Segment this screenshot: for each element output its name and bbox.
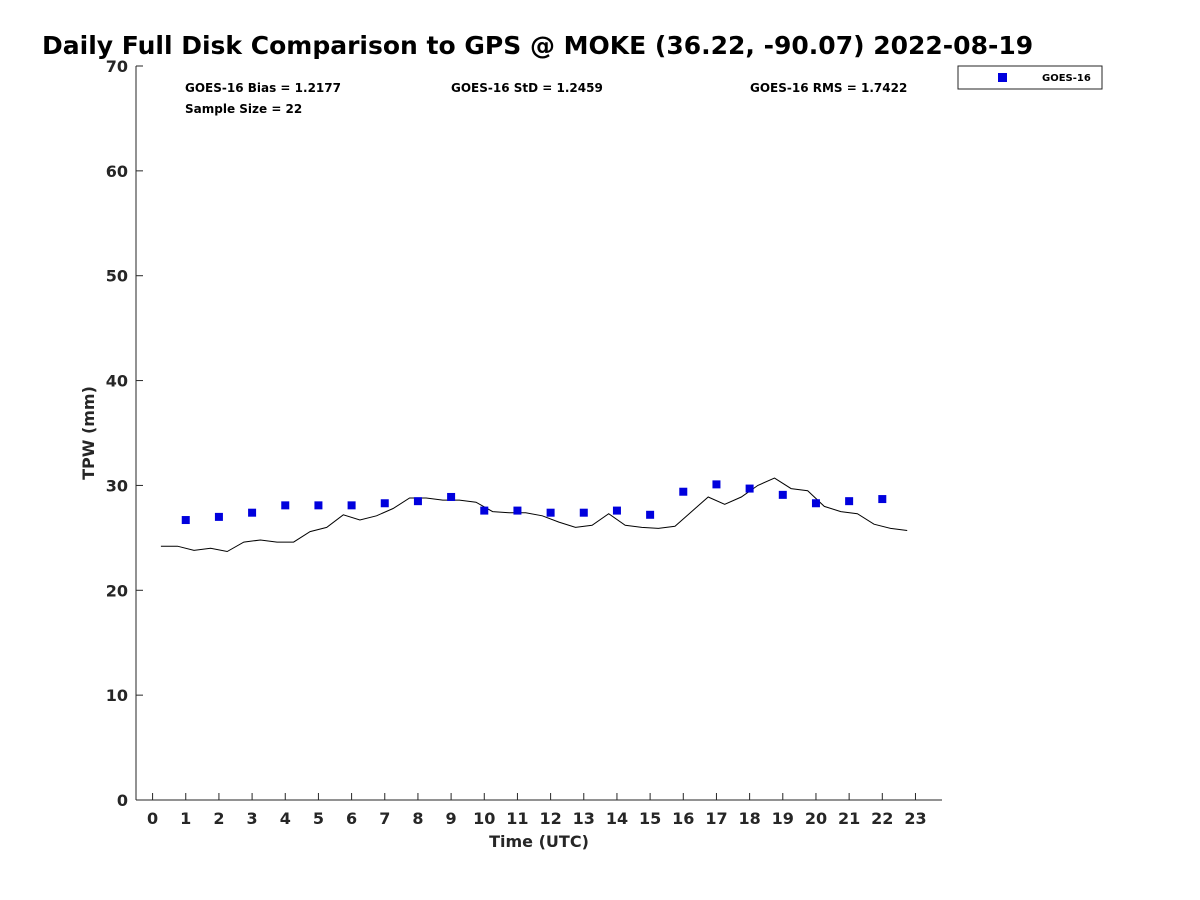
bias-annotation: GOES-16 Bias = 1.2177 <box>185 81 341 95</box>
y-axis-ticks: 0 10 20 30 40 50 60 70 <box>106 57 143 810</box>
goes-16-point <box>480 506 489 515</box>
gps-series <box>160 477 908 553</box>
y-tick-label: 10 <box>106 686 128 705</box>
x-tick-label: 12 <box>539 809 561 828</box>
sample-size-annotation: Sample Size = 22 <box>185 102 302 116</box>
goes-16-point <box>248 508 257 517</box>
goes-16-point <box>513 506 522 515</box>
legend-marker-goes-16 <box>998 73 1007 82</box>
x-tick-label: 18 <box>738 809 760 828</box>
x-tick-label: 22 <box>871 809 893 828</box>
x-tick-label: 16 <box>672 809 694 828</box>
x-axis-label: Time (UTC) <box>489 832 589 851</box>
goes-16-point <box>612 506 621 515</box>
y-axis-label: TPW (mm) <box>79 386 98 480</box>
y-tick-label: 20 <box>106 581 128 600</box>
goes-16-point <box>214 512 223 521</box>
goes-16-point <box>712 480 721 489</box>
goes-16-point <box>845 497 854 506</box>
x-tick-label: 17 <box>705 809 727 828</box>
goes-16-point <box>347 501 356 510</box>
goes-16-point <box>679 487 688 496</box>
x-tick-label: 0 <box>147 809 158 828</box>
goes-16-series <box>181 480 887 525</box>
goes-16-point <box>811 499 820 508</box>
x-tick-label: 9 <box>446 809 457 828</box>
x-tick-label: 5 <box>313 809 324 828</box>
x-tick-label: 20 <box>805 809 827 828</box>
stats-annotations: GOES-16 Bias = 1.2177 GOES-16 StD = 1.24… <box>185 81 907 116</box>
goes-16-point <box>181 516 190 525</box>
goes-16-point <box>380 499 389 508</box>
goes-16-point <box>646 510 655 519</box>
x-tick-label: 23 <box>904 809 926 828</box>
y-tick-label: 50 <box>106 267 128 286</box>
legend-box <box>957 65 1103 90</box>
y-tick-label: 60 <box>106 162 128 181</box>
chart-title: Daily Full Disk Comparison to GPS @ MOKE… <box>42 31 1033 60</box>
legend-label-goes-16: GOES-16 <box>1042 73 1091 84</box>
goes-16-point <box>745 484 754 493</box>
x-tick-label: 2 <box>213 809 224 828</box>
x-tick-label: 10 <box>473 809 495 828</box>
gps-line <box>160 477 908 553</box>
goes-16-point <box>413 497 422 506</box>
std-annotation: GOES-16 StD = 1.2459 <box>451 81 603 95</box>
x-tick-label: 15 <box>639 809 661 828</box>
x-axis-ticks: 0 1 2 3 4 5 6 7 8 9 10 11 12 13 14 15 16 17 18 19 20 21 22 23 <box>147 793 927 828</box>
goes-16-point <box>281 501 290 510</box>
x-tick-label: 19 <box>772 809 794 828</box>
rms-annotation: GOES-16 RMS = 1.7422 <box>750 81 907 95</box>
x-tick-label: 1 <box>180 809 191 828</box>
x-tick-label: 13 <box>573 809 595 828</box>
legend: GOES-16 <box>957 65 1103 90</box>
y-tick-label: 40 <box>106 372 128 391</box>
x-tick-label: 7 <box>379 809 390 828</box>
goes-16-point <box>778 490 787 499</box>
x-tick-label: 11 <box>506 809 528 828</box>
y-tick-label: 0 <box>117 791 128 810</box>
x-tick-label: 4 <box>280 809 291 828</box>
goes-16-point <box>314 501 323 510</box>
goes-16-point <box>447 492 456 501</box>
y-tick-label: 70 <box>106 57 128 76</box>
y-tick-label: 30 <box>106 476 128 495</box>
x-tick-label: 8 <box>412 809 423 828</box>
x-tick-label: 3 <box>247 809 258 828</box>
goes-16-point <box>546 508 555 517</box>
x-tick-label: 6 <box>346 809 357 828</box>
goes-16-point <box>579 508 588 517</box>
x-tick-label: 21 <box>838 809 860 828</box>
x-tick-label: 14 <box>606 809 628 828</box>
goes-16-point <box>878 495 887 504</box>
